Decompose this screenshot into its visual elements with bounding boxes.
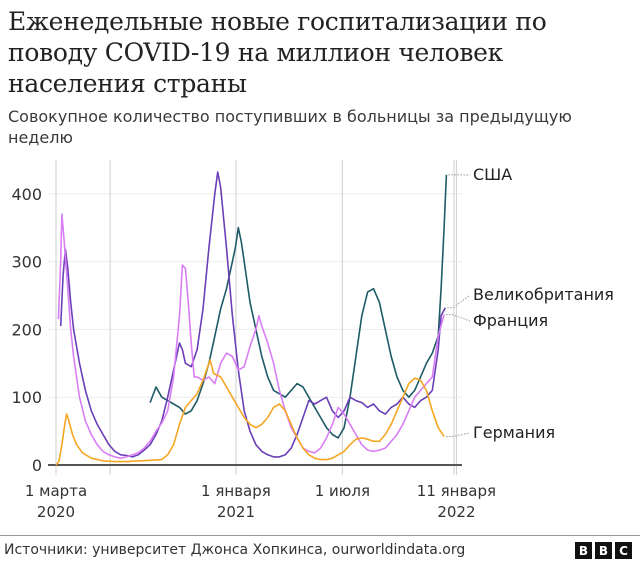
series-line	[149, 174, 448, 439]
x-tick-year: 2020	[37, 503, 75, 521]
footer-divider	[0, 535, 640, 536]
legend-label: Германия	[473, 423, 555, 442]
line-chart: 0 100 200 300 400 1 марта 2020 1 января 2021 1 и…	[11, 160, 614, 521]
legend-label: Великобритания	[473, 285, 614, 304]
x-tick-label: 11 января	[417, 482, 496, 500]
chart-title: Еженедельные новые госпитализации по пов…	[8, 7, 547, 98]
y-axis-ticks: 0 100 200 300 400	[11, 185, 42, 475]
bbc-logo-letter: B	[595, 542, 612, 559]
legend-label: Франция	[473, 311, 548, 330]
bbc-logo: B B C	[575, 542, 632, 559]
y-tick-label: 400	[11, 185, 42, 204]
y-tick-label: 300	[11, 253, 42, 272]
bbc-logo-letter: B	[575, 542, 592, 559]
chart-subtitle: Совокупное количество поступивших в боль…	[8, 107, 572, 147]
legend-leader	[446, 432, 471, 438]
x-tick-year: 2022	[437, 503, 475, 521]
series-line	[55, 359, 445, 466]
gridlines	[48, 193, 462, 398]
bbc-logo-letter: C	[615, 542, 632, 559]
series-lines	[55, 171, 448, 466]
y-tick-label: 200	[11, 320, 42, 339]
vertical-reference-lines	[55, 160, 457, 475]
legend-leader	[447, 294, 471, 309]
x-tick-label: 1 июля	[315, 482, 370, 500]
y-tick-label: 0	[32, 456, 42, 475]
legend-leader	[446, 313, 471, 322]
series-line	[59, 171, 447, 458]
y-tick-label: 100	[11, 388, 42, 407]
inline-legend: США Великобритания Франция Германия	[446, 165, 614, 442]
x-tick-label: 1 января	[201, 482, 271, 500]
x-tick-label: 1 марта	[25, 482, 87, 500]
x-tick-year: 2021	[217, 503, 255, 521]
x-axis-ticks: 1 марта 2020 1 января 2021 1 июля 11 января 20…	[25, 482, 496, 521]
source-text: Источники: университет Джонса Хопкинса, …	[4, 542, 466, 558]
legend-label: США	[473, 165, 512, 184]
series-line	[57, 213, 445, 459]
